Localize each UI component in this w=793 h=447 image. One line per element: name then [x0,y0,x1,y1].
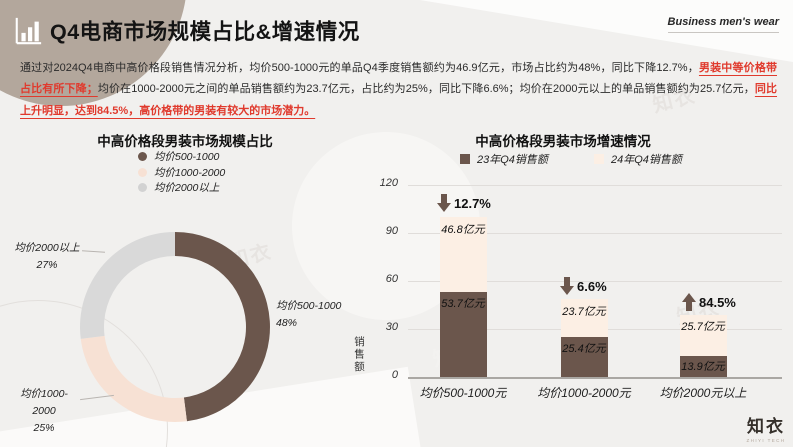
donut-label-name: 均价500-1000 [276,300,342,312]
legend-item-1000-2000: 均价1000-2000 [138,165,225,181]
category-label: 均价500-1000元 [419,386,507,400]
arrow-down-icon [560,277,574,295]
y-tick: 120 [379,177,398,189]
y-tick: 30 [385,321,398,333]
legend-item-2000-plus: 均价2000以上 [138,180,225,196]
donut-slice-1000-2000 [80,335,187,422]
bar-23q4-group1 [440,292,487,377]
gridline-60 [408,281,782,282]
tagline: Business men's wear [667,16,779,33]
summary-text-2: 均价在1000-2000元之间的单品销售额约为23.7亿元，占比约为25%，同比… [97,83,755,96]
legend-label: 23年Q4销售额 [477,154,548,166]
bar-24q4-group2 [561,299,608,337]
donut-label-top-left: 均价2000以上 27% [14,240,80,274]
legend-label: 均价1000-2000 [154,166,226,179]
gridline-120 [408,185,782,186]
bar-legend-23q4: 23年Q4销售额 [460,151,548,167]
gridline-90 [408,233,782,234]
growth-annotation-group3: 84.5% [682,293,736,311]
legend-item-500-1000: 均价500-1000 [138,149,225,165]
donut-chart [80,232,270,422]
legend-label: 均价500-1000 [154,151,220,164]
donut-label-pct: 48% [276,316,298,329]
arrow-up-icon [682,293,696,311]
y-axis-label: 销售额 [353,336,365,374]
legend-dot-peach [138,167,147,177]
legend-square-dark [460,154,470,164]
legend-label: 24年Q4销售额 [611,154,682,166]
brand-logo: 知衣 ZHIYI TECH [742,412,790,443]
summary-text-1: 通过对2024Q4电商中高价格段销售情况分析，均价500-1000元的单品Q4季… [20,62,699,74]
x-axis-line [408,377,782,379]
growth-annotation-group2: 6.6% [560,277,607,295]
donut-chart-title: 中高价格段男装市场规模占比 [97,134,273,149]
bar-23q4-group2 [561,337,608,377]
bar-24q4-group1 [440,217,487,292]
bar-legend-24q4: 24年Q4销售额 [594,151,682,167]
donut-label-name: 均价2000以上 [14,242,80,254]
donut-label-pct: 25% [33,421,55,434]
legend-label: 均价2000以上 [154,182,220,195]
summary-highlight-1: 男装中等价格带占比有所下降； [20,62,777,96]
legend-dot-gray [138,183,147,193]
arrow-down-icon [437,194,451,212]
growth-value: 84.5% [699,295,736,310]
bar-value-label: 46.8亿元 [441,224,485,236]
logo-subtext: ZHIYI TECH [746,438,786,443]
bar-value-label: 25.7亿元 [681,321,725,333]
growth-annotation-group1: 12.7% [437,194,491,212]
y-tick: 0 [391,369,398,381]
category-label: 均价2000元以上 [659,386,747,400]
bar-23q4-group3 [680,356,727,377]
donut-slice-2000-plus [80,232,175,339]
category-label: 均价1000-2000元 [537,386,631,400]
summary-highlight-2: 同比上升明显，达到84.5%，高价格带的男装有较大的市场潜力。 [20,83,778,117]
summary-paragraph: 通过对2024Q4电商中高价格段销售情况分析，均价500-1000元的单品Q4季… [20,58,777,122]
growth-value: 6.6% [577,279,607,294]
donut-slice-500-1000 [175,232,270,422]
bar-chart-icon [15,17,42,45]
donut-legend: 均价500-1000 均价1000-2000 均价2000以上 [138,149,225,196]
bar-value-label: 25.4亿元 [562,343,606,355]
logo-text: 知衣 [747,417,785,436]
legend-square-peach [594,154,604,164]
bar-value-label: 53.7亿元 [441,298,485,310]
donut-label-right: 均价500-1000 48% [276,298,341,332]
y-tick: 90 [385,225,398,237]
growth-value: 12.7% [454,196,491,211]
donut-label-bottom-left: 均价1000-2000 25% [10,386,78,436]
legend-dot-dark-brown [138,152,147,162]
bar-24q4-group3 [680,315,727,356]
bar-chart-title: 中高价格段男装市场增速情况 [475,134,651,149]
bar-value-label: 23.7亿元 [562,306,606,318]
page-title: Q4电商市场规模占比&增速情况 [50,20,360,44]
bar-value-label: 13.9亿元 [681,361,725,373]
donut-label-pct: 27% [36,258,58,271]
y-tick: 60 [385,273,398,285]
donut-label-name: 均价1000-2000 [20,388,68,417]
